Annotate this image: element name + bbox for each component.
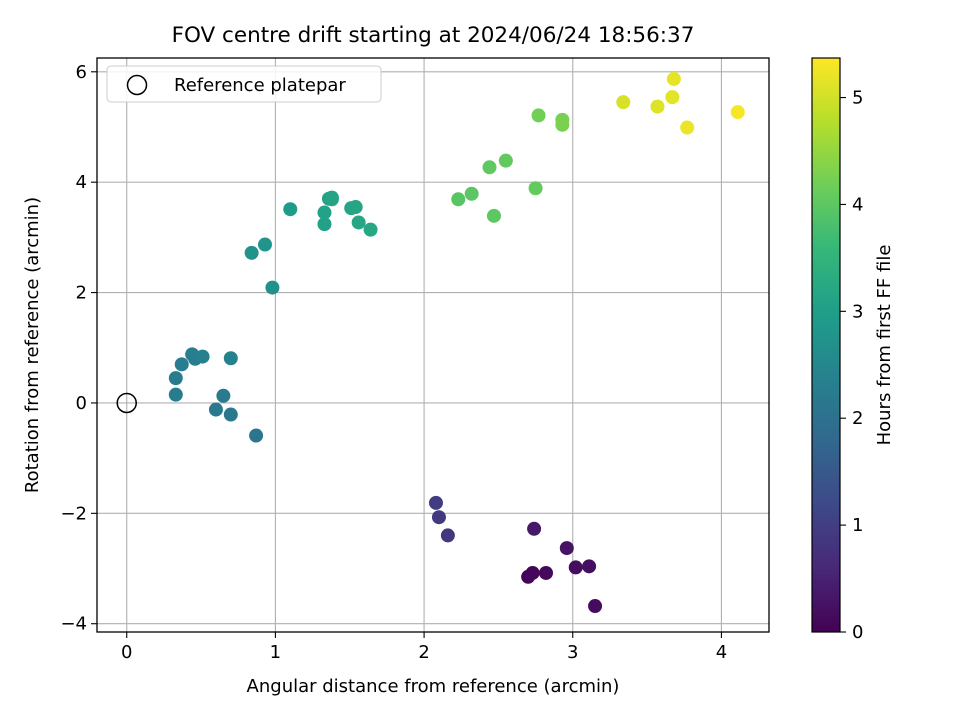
legend-box [106,65,382,103]
data-point [258,237,272,252]
data-point [249,428,264,443]
x-axis-ticks: 0 1 2 3 4 [121,632,727,663]
x-tick-label: 2 [418,642,429,663]
data-point [498,153,513,168]
data-point [317,205,332,220]
data-point [428,495,443,510]
legend-label: Reference platepar [174,75,346,96]
legend-open-circle-marker [126,74,148,96]
data-point [559,541,574,556]
data-point [195,349,210,364]
colorbar-gradient [811,57,841,633]
data-point [174,357,189,372]
reference-platepar-marker [116,392,137,414]
y-axis-ticks: −4 −2 0 2 4 6 [60,62,97,635]
data-point [464,186,479,201]
data-point [223,407,238,422]
colorbar-tick-label: 3 [852,301,863,322]
y-tick-label: 4 [76,172,87,193]
data-point [525,565,540,580]
data-point [440,528,455,543]
y-tick-label: 6 [76,62,87,83]
colorbar-tick-label: 2 [852,408,863,429]
data-point [348,200,363,215]
data-point [431,510,446,525]
y-axis-label: Rotation from reference (arcmin) [22,197,43,493]
y-tick-label: 2 [76,283,87,304]
x-tick-label: 1 [270,642,281,663]
data-points [168,71,745,614]
data-point [555,117,570,132]
y-tick-label: −4 [60,614,87,635]
data-point [680,120,695,135]
data-point [730,105,745,120]
data-point [616,95,631,110]
data-point [168,371,183,386]
data-point [568,560,583,575]
data-point [582,559,597,574]
x-axis-label: Angular distance from reference (arcmin) [247,676,620,697]
data-point [666,71,681,86]
colorbar-ticks: 0 1 2 3 4 5 [840,88,863,643]
colorbar: 0 1 2 3 4 5 Hours from first FF file [811,57,895,643]
data-point [665,90,680,105]
legend: Reference platepar [106,65,382,103]
data-point [216,388,231,403]
data-point [168,387,183,402]
data-point [317,217,332,232]
x-tick-label: 4 [716,642,727,663]
colorbar-tick-label: 5 [852,88,863,109]
data-point [650,99,665,114]
data-point [223,351,238,366]
x-tick-label: 0 [121,642,132,663]
data-point [283,202,298,217]
colorbar-tick-label: 1 [852,515,863,536]
data-point [363,222,378,237]
data-point [244,245,259,260]
colorbar-tick-label: 0 [852,622,863,643]
chart-title: FOV centre drift starting at 2024/06/24 … [172,23,695,48]
data-point [208,402,223,417]
y-tick-label: 0 [76,393,87,414]
data-point [528,181,543,196]
data-point [324,192,339,207]
data-point [451,192,466,207]
data-point [531,108,546,123]
grid-lines [97,58,769,632]
plot-frame [96,57,770,633]
data-point [538,565,553,580]
data-point [482,160,497,175]
data-point [588,599,603,614]
x-tick-label: 3 [567,642,578,663]
colorbar-tick-label: 4 [852,194,863,215]
colorbar-label: Hours from first FF file [874,245,895,446]
data-point [351,215,366,230]
data-point [527,521,542,536]
data-point [265,280,280,295]
data-point [486,208,501,223]
y-tick-label: −2 [60,503,87,524]
